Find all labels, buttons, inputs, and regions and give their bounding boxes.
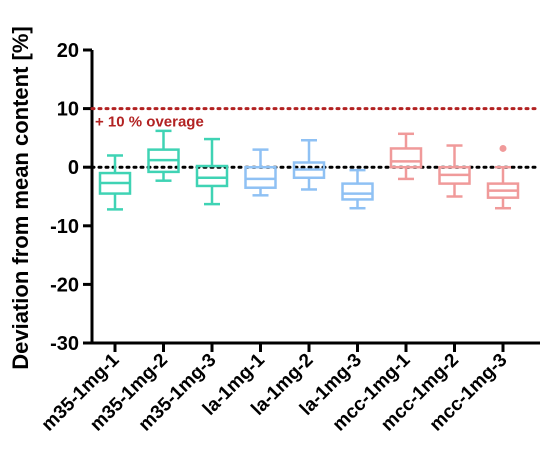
box-la-1mg-2 [292, 138, 326, 191]
y-tick-label: 0 [68, 157, 79, 179]
y-tick-label: -10 [50, 216, 79, 238]
y-tick-label: 20 [57, 40, 79, 62]
x-tick-labels: m35-1mg-1m35-1mg-2m35-1mg-3la-1mg-1la-1m… [38, 349, 512, 435]
reference-lines: + 10 % overage [90, 107, 542, 169]
box-m35-1mg-1 [98, 154, 132, 211]
box-iqr [195, 164, 229, 188]
box-iqr [389, 147, 423, 169]
box-mcc-1mg-2 [438, 144, 471, 198]
y-axis-label: Deviation from mean content [%] [8, 26, 33, 369]
x-axis [90, 341, 540, 352]
reference-line-label: + 10 % overage [95, 114, 204, 131]
box-la-1mg-3 [341, 168, 374, 210]
box-m35-1mg-3 [195, 137, 229, 206]
y-axis: 20 10 0 -10 -20 -30 [50, 40, 94, 355]
outlier-point [499, 144, 507, 152]
box-mcc-1mg-3 [486, 144, 520, 210]
y-tick-label: -20 [50, 274, 79, 296]
box-mcc-1mg-1 [389, 132, 423, 181]
boxes [98, 129, 520, 211]
box-m35-1mg-2 [147, 129, 180, 182]
y-tick-label: 10 [57, 99, 79, 121]
box-iqr [341, 182, 374, 201]
y-tick-label: -30 [50, 333, 79, 355]
box-iqr [244, 165, 277, 189]
box-la-1mg-1 [244, 148, 277, 197]
